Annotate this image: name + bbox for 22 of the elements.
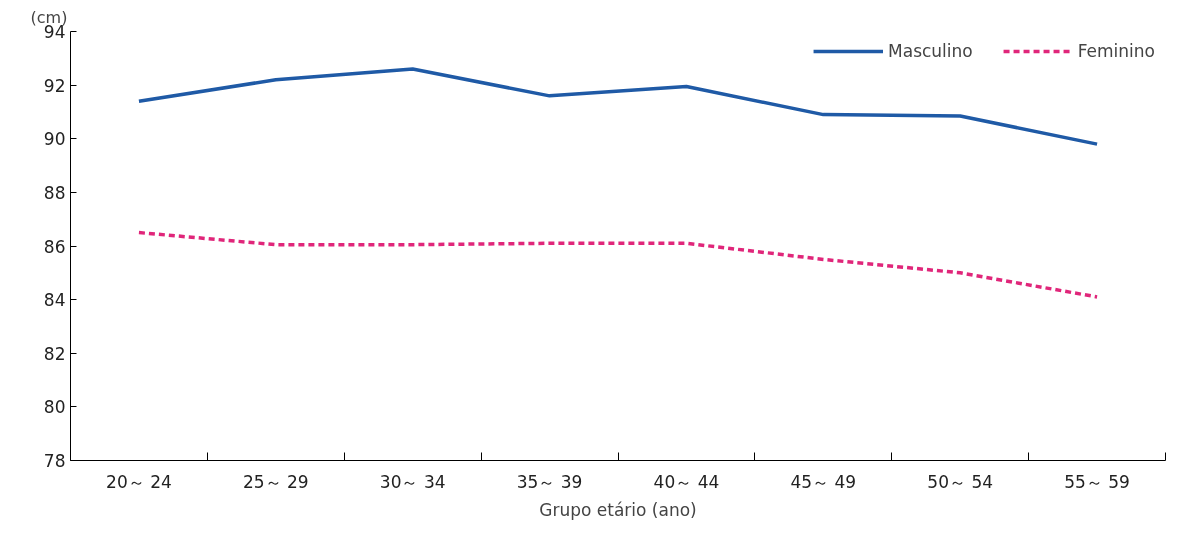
line-series [137,67,1099,146]
x-tick-label: 55～ 59 [1064,471,1130,492]
y-axis-title: (cm) [30,7,68,27]
x-tick-label: 40～ 44 [653,471,720,492]
legend-label: Feminino [1077,41,1155,61]
x-tick-label: 25～ 29 [242,471,309,492]
y-tick-label: 86 [43,236,66,257]
y-tick-label: 84 [43,290,66,311]
x-tick-label: 20～ 24 [106,471,172,492]
x-tick-label: 45～ 49 [790,471,857,492]
x-tick-label: 50～ 54 [927,471,994,492]
x-tick-label: 35～ 39 [516,471,583,492]
line-series [137,230,1099,299]
y-tick-label: 82 [43,343,66,364]
y-tick-label: 92 [43,75,66,96]
y-tick-label: 88 [43,182,66,203]
legend-label: Masculino [888,41,973,61]
x-tick-label: 30～ 34 [379,471,446,492]
x-axis-title: Grupo etário (ano) [539,499,697,520]
y-tick-label: 78 [43,451,66,471]
y-tick-label: 90 [43,129,66,150]
y-tick-label: 80 [43,397,66,418]
